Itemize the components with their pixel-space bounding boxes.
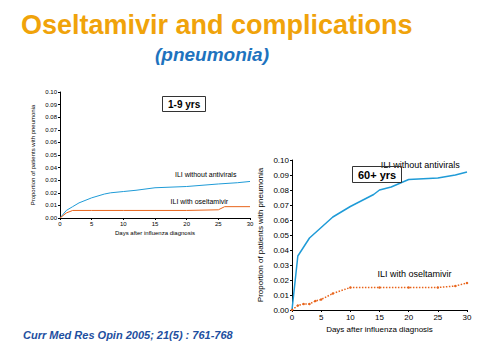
svg-text:Curr Med Res Opin 2005; 21(5): Curr Med Res Opin 2005; 21(5) : 761-768 — [23, 329, 234, 341]
svg-text:0.06: 0.06 — [273, 216, 289, 225]
svg-text:0.10: 0.10 — [45, 89, 57, 95]
svg-text:0.05: 0.05 — [45, 152, 57, 158]
svg-text:15: 15 — [152, 221, 159, 227]
svg-text:Proportion of patients with pn: Proportion of patients with pneumonia — [30, 104, 36, 205]
svg-text:0.01: 0.01 — [45, 202, 57, 208]
svg-text:30: 30 — [463, 313, 472, 322]
svg-text:5: 5 — [90, 221, 94, 227]
svg-text:0.07: 0.07 — [45, 127, 57, 133]
svg-text:ILI without antivirals: ILI without antivirals — [380, 159, 460, 170]
svg-text:Proportion of patients with pn: Proportion of patients with pneumonia — [256, 167, 265, 302]
svg-text:0.02: 0.02 — [45, 190, 57, 196]
svg-text:0.03: 0.03 — [45, 177, 57, 183]
svg-text:0.06: 0.06 — [45, 139, 57, 145]
svg-text:1-9 yrs: 1-9 yrs — [168, 99, 201, 110]
svg-text:0.09: 0.09 — [45, 102, 57, 108]
svg-text:0.02: 0.02 — [273, 276, 289, 285]
svg-text:0.07: 0.07 — [273, 201, 289, 210]
svg-text:0.00: 0.00 — [273, 306, 289, 315]
svg-text:0.01: 0.01 — [273, 291, 289, 300]
svg-text:10: 10 — [346, 313, 355, 322]
svg-text:0: 0 — [290, 313, 295, 322]
svg-text:0.04: 0.04 — [45, 165, 57, 171]
svg-text:0.04: 0.04 — [273, 246, 289, 255]
svg-text:5: 5 — [319, 313, 324, 322]
svg-text:0.08: 0.08 — [45, 114, 57, 120]
svg-text:Oseltamivir and complications: Oseltamivir and complications — [21, 10, 413, 40]
svg-text:60+ yrs: 60+ yrs — [358, 169, 396, 181]
svg-text:20: 20 — [404, 313, 413, 322]
svg-text:Days after influenza diagnosis: Days after influenza diagnosis — [115, 230, 195, 236]
svg-text:ILI without antivirals: ILI without antivirals — [175, 171, 237, 178]
svg-text:ILI with oseltamivir: ILI with oseltamivir — [171, 198, 229, 205]
svg-text:10: 10 — [120, 221, 127, 227]
svg-text:0: 0 — [58, 221, 62, 227]
svg-text:30: 30 — [247, 221, 254, 227]
svg-text:15: 15 — [375, 313, 384, 322]
svg-text:25: 25 — [215, 221, 222, 227]
svg-text:0.03: 0.03 — [273, 261, 289, 270]
svg-text:ILI with oseltamivir: ILI with oseltamivir — [377, 269, 451, 279]
svg-text:Days after influenza diagnosis: Days after influenza diagnosis — [326, 325, 433, 334]
svg-text:0.00: 0.00 — [45, 215, 57, 221]
svg-text:0.08: 0.08 — [273, 186, 289, 195]
svg-text:0.10: 0.10 — [273, 156, 289, 165]
svg-text:(pneumonia): (pneumonia) — [155, 44, 269, 65]
svg-text:0.09: 0.09 — [273, 171, 289, 180]
svg-text:20: 20 — [183, 221, 190, 227]
svg-text:0.05: 0.05 — [273, 231, 289, 240]
svg-text:25: 25 — [433, 313, 442, 322]
